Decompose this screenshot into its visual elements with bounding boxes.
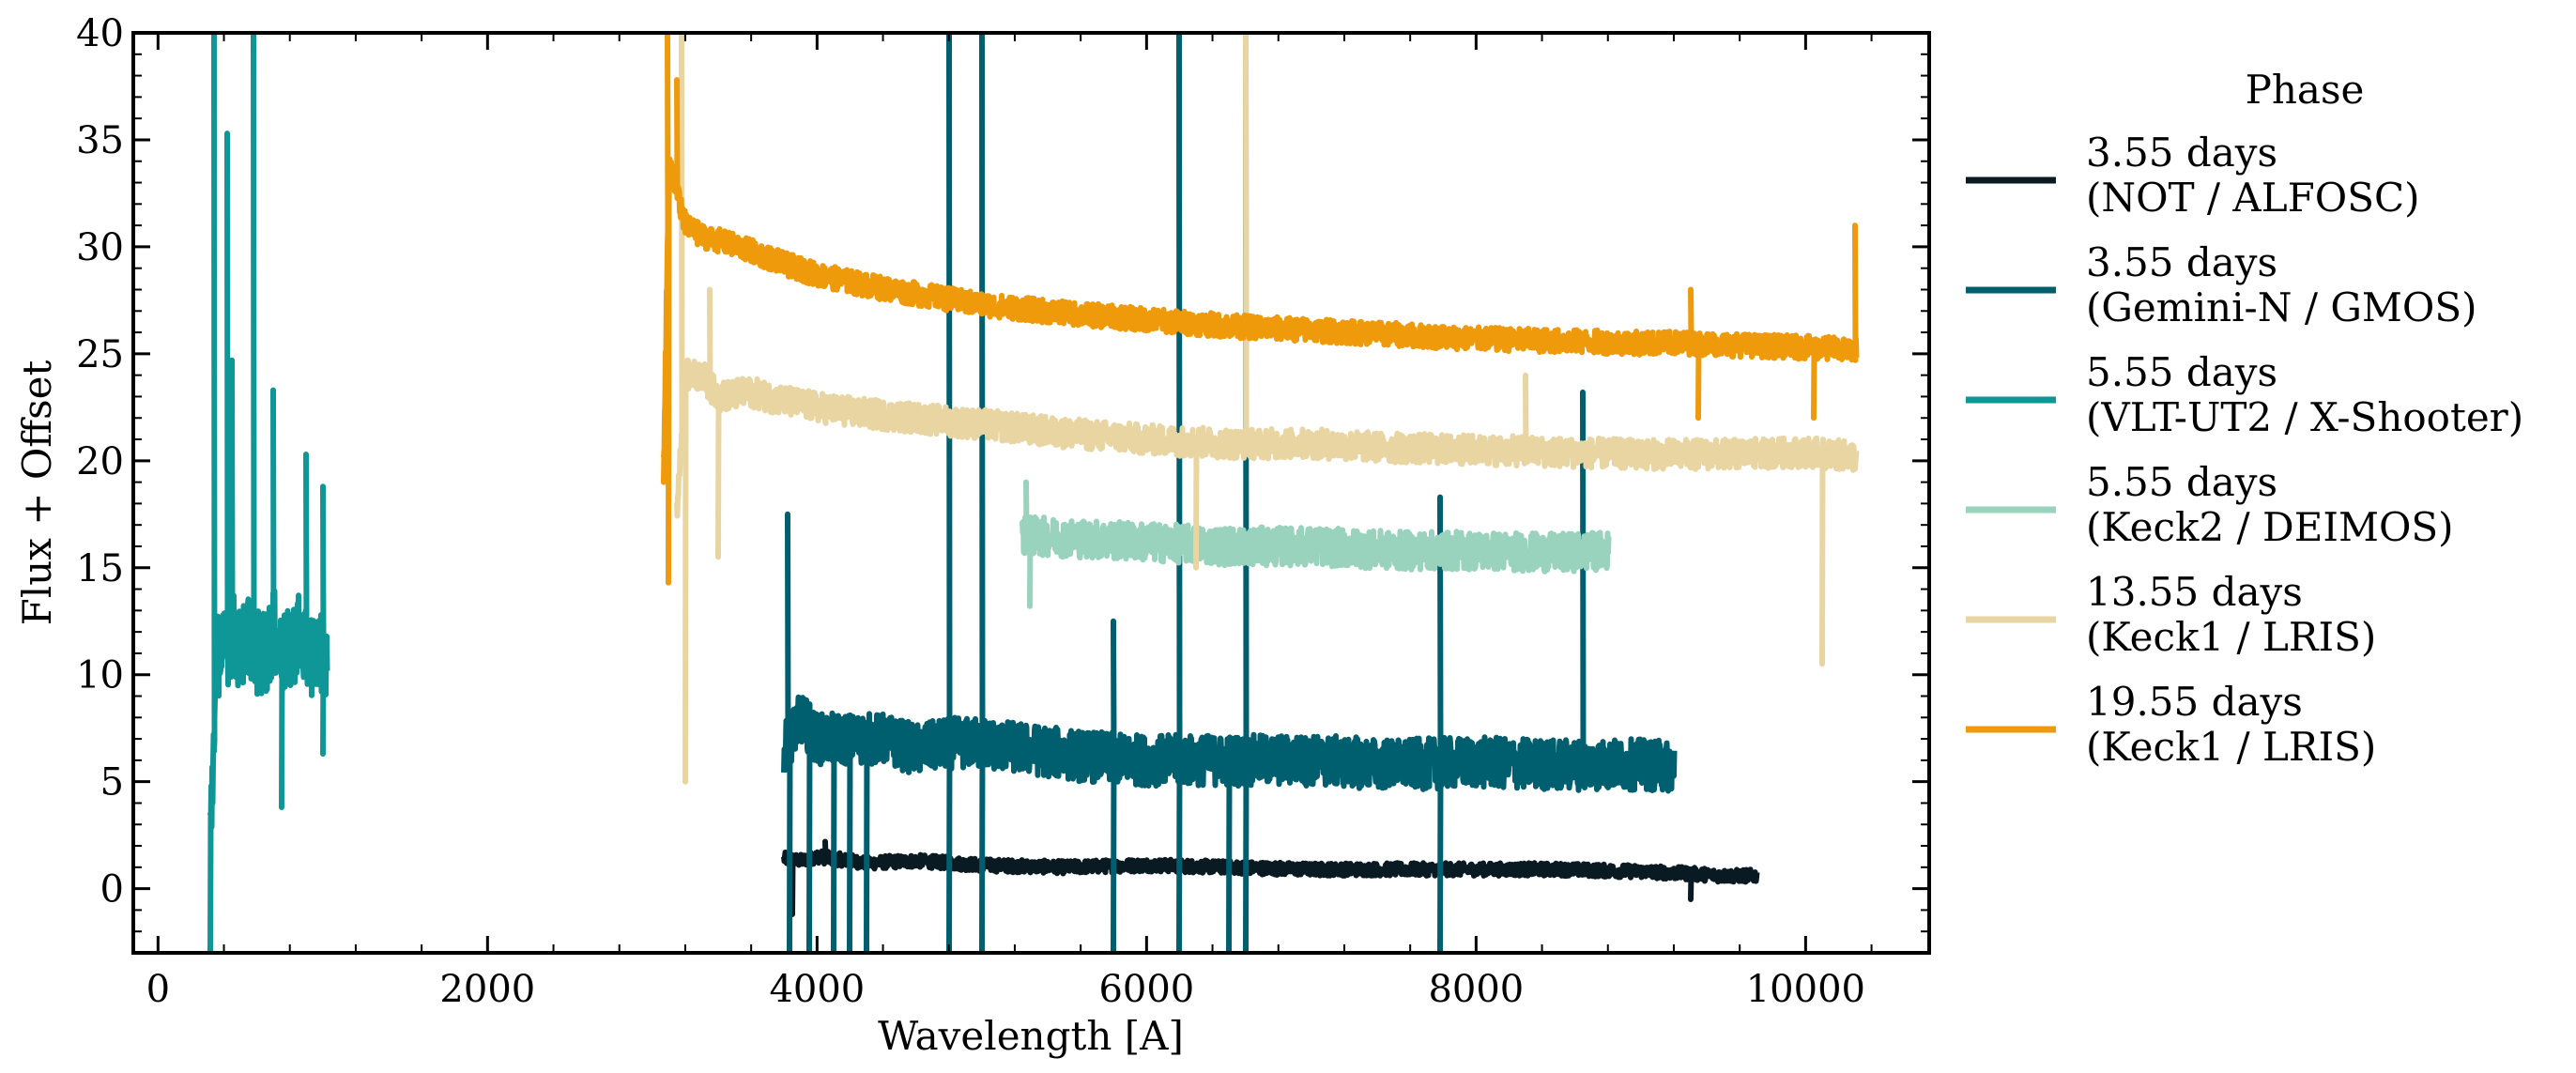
y-tick-label: 5: [100, 761, 124, 805]
legend-instrument-4: (Keck1 / LRIS): [2086, 614, 2376, 660]
series-line-1: [781, 33, 1678, 953]
legend-label-4: 13.55 days: [2086, 569, 2303, 615]
legend-label-3: 5.55 days: [2086, 459, 2277, 505]
series-line-0: [781, 838, 1760, 917]
y-tick-label: 20: [76, 440, 124, 483]
y-tick-label: 10: [76, 654, 124, 697]
series-line-2: [207, 33, 330, 953]
legend-label-5: 19.55 days: [2086, 679, 2303, 725]
ticks-layer: 0 2000 4000 6000 8000 10000 0 5 10 15 20 25 30 35 40: [76, 12, 1929, 1011]
x-tick-label: 6000: [1098, 968, 1194, 1011]
y-tick-label: 25: [76, 333, 124, 376]
legend-instrument-0: (NOT / ALFOSC): [2086, 175, 2420, 221]
legend-instrument-2: (VLT-UT2 / X-Shooter): [2086, 394, 2523, 440]
x-tick-label: 4000: [769, 968, 865, 1011]
series-line-3: [1020, 479, 1612, 609]
x-axis-title: Wavelength [A]: [878, 1013, 1184, 1059]
legend-label-1: 3.55 days: [2086, 239, 2277, 285]
x-tick-label: 8000: [1428, 968, 1524, 1011]
x-tick-label: 0: [146, 968, 170, 1011]
plot-frame: [131, 31, 1931, 955]
series-line-5: [661, 33, 1860, 586]
legend-instrument-5: (Keck1 / LRIS): [2086, 724, 2376, 770]
y-axis-title: Flux + Offset: [14, 360, 60, 625]
legend-label-2: 5.55 days: [2086, 349, 2277, 395]
y-tick-label: 15: [76, 547, 124, 590]
x-tick-label: 2000: [439, 968, 535, 1011]
y-tick-label: 40: [76, 12, 124, 55]
legend-title: Phase: [2246, 67, 2365, 113]
y-tick-label: 0: [100, 868, 124, 912]
x-tick-label: 10000: [1746, 968, 1865, 1011]
legend-instrument-3: (Keck2 / DEIMOS): [2086, 504, 2454, 550]
legend: Phase 3.55 days(NOT / ALFOSC)3.55 days(G…: [1966, 67, 2523, 770]
y-tick-label: 30: [76, 226, 124, 269]
series-line-4: [674, 33, 1860, 785]
series-layer: [207, 33, 1860, 953]
y-tick-label: 35: [76, 119, 124, 162]
legend-instrument-1: (Gemini-N / GMOS): [2086, 284, 2476, 330]
legend-label-0: 3.55 days: [2086, 130, 2277, 176]
